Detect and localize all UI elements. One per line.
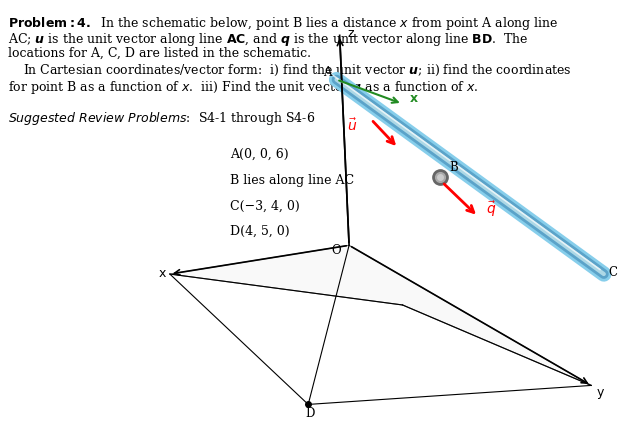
Text: In Cartesian coordinates/vector form:  i) find the unit vector $\boldsymbol{u}$;: In Cartesian coordinates/vector form: i)… (23, 63, 572, 78)
Text: A(0, 0, 6): A(0, 0, 6) (230, 148, 288, 161)
Text: C: C (609, 266, 618, 279)
Text: D: D (305, 407, 314, 420)
Text: x: x (410, 91, 418, 105)
Text: y: y (596, 385, 604, 399)
Text: locations for A, C, D are listed in the schematic.: locations for A, C, D are listed in the … (8, 46, 311, 59)
Text: D(4, 5, 0): D(4, 5, 0) (230, 225, 289, 238)
Text: B: B (449, 161, 458, 175)
Text: $\vec{q}$: $\vec{q}$ (486, 200, 496, 219)
Text: $\vec{u}$: $\vec{u}$ (347, 118, 357, 134)
Polygon shape (170, 245, 591, 385)
Text: z: z (347, 27, 353, 40)
Text: O: O (331, 244, 341, 257)
Text: C(−3, 4, 0): C(−3, 4, 0) (230, 199, 299, 212)
Text: $\bf{Problem: 4.}$  In the schematic below, point B lies a distance $x$ from poi: $\bf{Problem: 4.}$ In the schematic belo… (8, 15, 558, 32)
Text: $\it{Suggested\ Review\ Problems}$:  S4-1 through S4-6: $\it{Suggested\ Review\ Problems}$: S4-1… (8, 110, 314, 126)
Text: B lies along line AC: B lies along line AC (230, 174, 353, 187)
Text: x: x (159, 267, 166, 280)
Text: AC; $\boldsymbol{u}$ is the unit vector along line $\mathbf{AC}$, and $\boldsymb: AC; $\boldsymbol{u}$ is the unit vector … (8, 31, 528, 48)
Text: for point B as a function of $x$.  iii) Find the unit vector $\boldsymbol{q}$ as: for point B as a function of $x$. iii) F… (8, 79, 478, 95)
Text: A: A (323, 66, 331, 79)
